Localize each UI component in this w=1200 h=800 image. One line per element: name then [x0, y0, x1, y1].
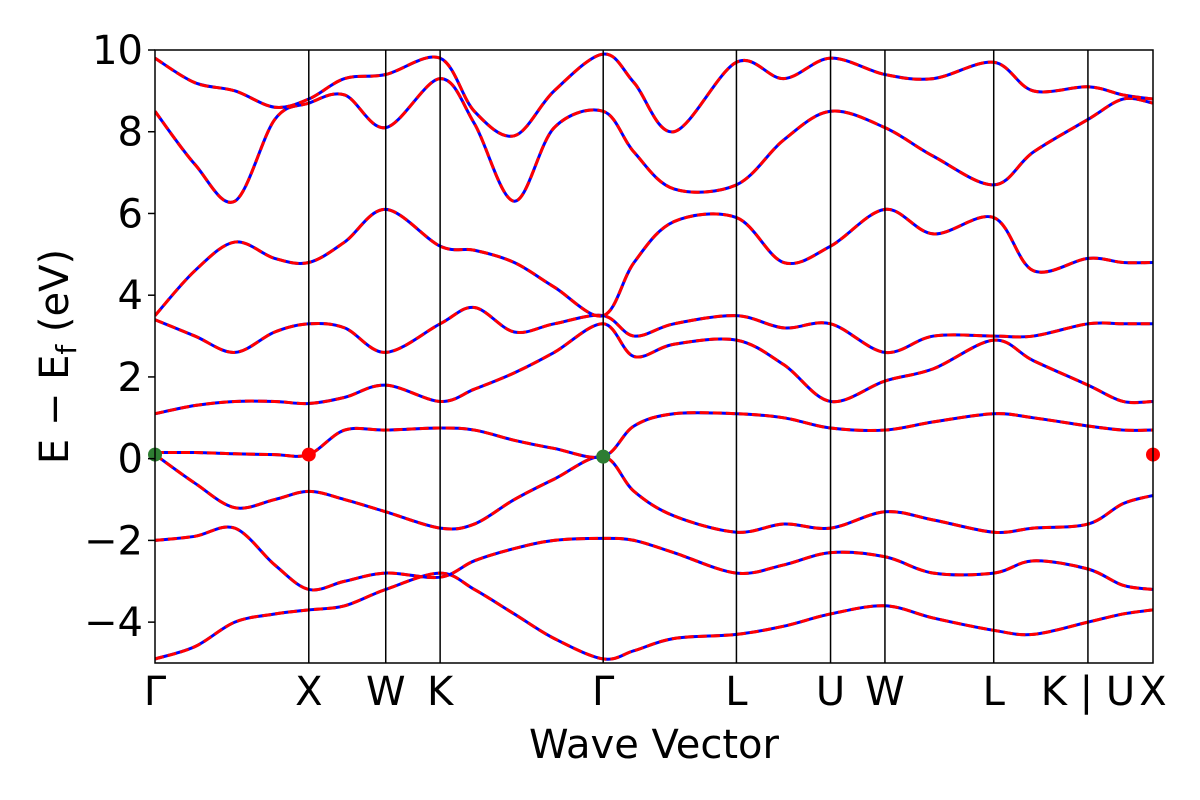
- y-tick-label-4: 2: [118, 355, 143, 401]
- x-tick-label-8: W: [865, 669, 905, 715]
- y-tick-label-7: 8: [118, 110, 143, 156]
- y-axis: −4 −2 0 2 4 6 8 10: [84, 28, 155, 646]
- y-axis-title-main: E − E: [32, 355, 78, 465]
- x-tick-label-9: L: [983, 669, 1006, 715]
- band-line-red-5: [155, 322, 1153, 416]
- plot-frame: [154, 49, 1154, 664]
- band-line-red-1: [155, 571, 1153, 661]
- marker-vbm-gamma-mid: [596, 449, 611, 464]
- x-tick-label-7: U: [816, 669, 845, 715]
- band-line-red-8: [155, 77, 1153, 204]
- band-line-blue-1: [155, 571, 1153, 661]
- band-line-red-6: [155, 305, 1153, 354]
- plot-area: [155, 52, 1153, 661]
- band-line-blue-2: [155, 525, 1153, 592]
- marker-cbm-x: [301, 447, 316, 462]
- x-tick-label-11: X: [1139, 669, 1166, 715]
- band-line-red-3: [155, 453, 1153, 534]
- band-line-red-9: [155, 52, 1153, 138]
- x-axis-title: Wave Vector: [529, 722, 780, 768]
- extrema-markers: [148, 447, 1160, 464]
- y-tick-label-1: −4: [84, 600, 143, 646]
- y-tick-label-2: −2: [84, 518, 143, 564]
- x-tick-label-3: W: [366, 669, 406, 715]
- y-axis-title: E − Ef (eV): [32, 249, 83, 464]
- x-tick-label-5: Γ: [592, 669, 615, 715]
- band-line-blue-3: [155, 453, 1153, 534]
- y-tick-label-3: 0: [118, 437, 143, 483]
- x-tick-label-2: X: [295, 669, 322, 715]
- x-tick-label-6: L: [725, 669, 748, 715]
- x-tick-label-10: K | U: [1041, 669, 1135, 715]
- band-line-red-7: [155, 207, 1153, 318]
- y-axis-title-unit: (eV): [32, 249, 78, 345]
- band-line-red-2: [155, 525, 1153, 592]
- band-line-blue-8: [155, 77, 1153, 204]
- y-tick-label-5: 4: [118, 273, 143, 319]
- x-tick-label-4: K: [427, 669, 455, 715]
- x-tick-label-1: Γ: [144, 669, 167, 715]
- y-tick-label-6: 6: [118, 191, 143, 237]
- y-axis-title-subscript: f: [50, 344, 83, 355]
- y-tick-label-8: 10: [92, 28, 143, 74]
- high-symmetry-lines: [308, 50, 1089, 663]
